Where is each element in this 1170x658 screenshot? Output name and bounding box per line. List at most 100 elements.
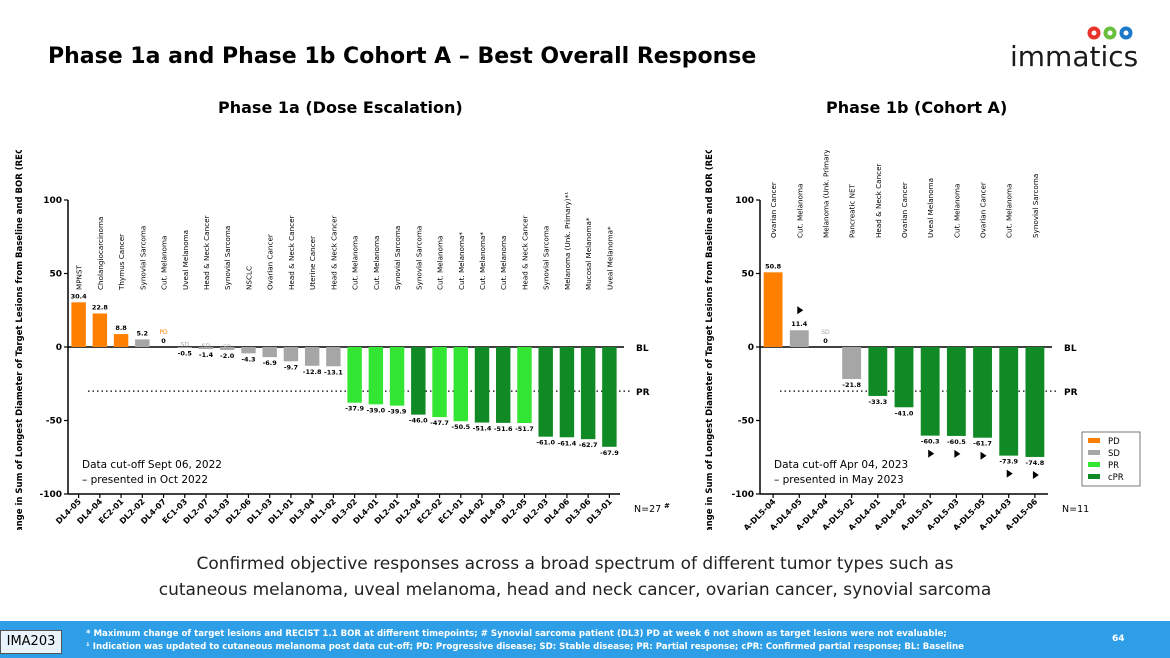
bar-dl2-02 — [135, 339, 150, 347]
data-label: -6.9 — [263, 359, 278, 367]
data-label: -33.3 — [868, 398, 887, 406]
data-label: 0 — [823, 337, 828, 345]
bar-dl2-07 — [198, 347, 214, 350]
bar-dl1-03 — [262, 347, 277, 358]
y-tick-label: 0 — [748, 343, 754, 353]
data-label: -61.0 — [536, 439, 555, 447]
data-label: -61.4 — [558, 439, 577, 447]
bar-ec2-01 — [113, 334, 129, 347]
conclusion-text: Confirmed objective responses across a b… — [60, 551, 1090, 603]
y-tick-label: 0 — [56, 343, 62, 353]
tumor-type-label: Uveal Melanoma — [926, 178, 935, 238]
bar-dl3-01 — [602, 347, 617, 447]
n-count-label: N=11 — [1062, 504, 1089, 515]
bar-a-dl5-02 — [842, 347, 862, 380]
bar-a-dl4-03 — [999, 347, 1019, 456]
data-label: -37.9 — [345, 405, 364, 413]
tumor-type-label: Head & Neck Cancer — [874, 163, 883, 238]
data-label: 50.8 — [765, 262, 782, 270]
data-label: -4.3 — [241, 355, 255, 363]
data-label: -21.8 — [842, 381, 861, 389]
data-label: -73.9 — [999, 458, 1018, 466]
tumor-type-label: MPNST — [75, 265, 84, 290]
ongoing-arrow-icon — [980, 451, 987, 460]
data-label: 22.8 — [92, 303, 109, 311]
bar-ec2-02 — [432, 347, 447, 418]
ongoing-arrow-icon — [954, 449, 961, 458]
tumor-type-label: Cut. Melanoma* — [478, 232, 487, 290]
bar-ec1-01 — [453, 347, 468, 422]
data-label: -0.5 — [178, 350, 193, 358]
tumor-type-label: Thymus Cancer — [117, 234, 126, 291]
data-label: -60.3 — [921, 438, 940, 446]
data-label: -12.8 — [303, 368, 322, 376]
tumor-type-label: Synovial Sarcoma — [138, 226, 147, 290]
y-tick-label: -50 — [46, 417, 62, 427]
bar-a-dl4-02 — [894, 347, 914, 408]
bar-dl2-03 — [538, 347, 553, 437]
bar-a-dl5-04 — [763, 272, 783, 347]
status-tag: SD — [223, 344, 232, 351]
bar-dl3-03 — [220, 347, 235, 350]
ongoing-arrow-icon — [797, 306, 804, 315]
tumor-type-label: Melanoma (Unk. Primary)*¹ — [563, 192, 572, 290]
data-label: 0 — [161, 337, 166, 345]
footer-notes: * Maximum change of target lesions and R… — [86, 628, 964, 654]
bar-a-dl4-01 — [868, 347, 888, 396]
y-tick-label: -100 — [39, 490, 62, 500]
bar-dl4-05 — [71, 302, 86, 347]
tumor-type-label: Cut. Melanoma — [436, 236, 445, 290]
tumor-type-label: Pancreatic NET — [848, 183, 857, 238]
y-tick-label: -100 — [731, 490, 754, 500]
ongoing-arrow-icon — [928, 449, 935, 458]
bar-dl2-06 — [241, 347, 256, 354]
y-tick-label: 50 — [49, 270, 62, 280]
data-label: 8.8 — [115, 324, 127, 332]
data-label: -46.0 — [409, 417, 428, 425]
bl-label: BL — [636, 344, 649, 354]
data-label: -2.0 — [220, 352, 235, 360]
data-cutoff-note: – presented in May 2023 — [774, 474, 904, 486]
conclusion-line-2: cutaneous melanoma, uveal melanoma, head… — [158, 580, 992, 600]
footer-bar — [0, 621, 1170, 658]
legend-label-sd: SD — [1108, 449, 1120, 459]
tumor-type-label: Synovial Sarcoma — [414, 226, 423, 290]
bar-dl4-06 — [559, 347, 575, 438]
logo-mark-icon — [1087, 26, 1133, 40]
tumor-type-label: Synovial Sarcoma — [393, 226, 402, 290]
chart-phase-1a: 100 50 0 -50 -100 Best % Change in Sum of Lon… — [15, 150, 670, 530]
data-label: -51.7 — [515, 425, 534, 433]
status-tag: PD — [159, 329, 168, 336]
data-label: 5.2 — [137, 329, 149, 337]
legend-label-cpr: cPR — [1108, 473, 1124, 483]
pr-label: PR — [636, 388, 650, 398]
data-cutoff-note: Data cut-off Sept 06, 2022 — [82, 459, 222, 471]
data-label: -50.5 — [451, 423, 470, 431]
footnote-line-1: * Maximum change of target lesions and R… — [86, 629, 947, 639]
chart-phase-1b: 100 50 0 -50 -100 Best % Change in Sum of Lon… — [705, 150, 1141, 530]
chart-1-title: Phase 1a (Dose Escalation) — [218, 98, 463, 117]
data-label: -61.7 — [973, 440, 992, 448]
legend-swatch-pr — [1088, 462, 1100, 467]
ongoing-arrow-icon — [1006, 469, 1013, 478]
ongoing-arrow-icon — [1032, 470, 1039, 479]
data-label: -47.7 — [430, 419, 449, 427]
bar-dl2-04 — [411, 347, 426, 415]
bar-a-dl4-05 — [789, 330, 809, 347]
n-count-footnote-mark: # — [664, 502, 670, 510]
tumor-type-label: Ovarian Cancer — [900, 182, 909, 238]
legend-swatch-sd — [1088, 450, 1100, 455]
data-label: -74.8 — [1026, 459, 1045, 467]
logo-wordmark: immatics — [1010, 40, 1139, 73]
bar-dl1-02 — [326, 347, 341, 367]
tumor-type-label: Melanoma (Unk. Primary) — [821, 150, 830, 238]
data-label: -1.4 — [199, 351, 214, 359]
bar-a-dl5-06 — [1025, 347, 1045, 457]
tumor-type-label: Head & Neck Cancer — [202, 215, 211, 290]
data-label: -51.6 — [494, 425, 513, 433]
y-axis-label: Best % Change in Sum of Longest Diameter… — [15, 150, 25, 530]
legend-label-pd: PD — [1108, 437, 1120, 447]
data-label: -41.0 — [895, 409, 914, 417]
data-cutoff-note: Data cut-off Apr 04, 2023 — [774, 459, 908, 471]
data-label: -9.7 — [284, 363, 298, 371]
